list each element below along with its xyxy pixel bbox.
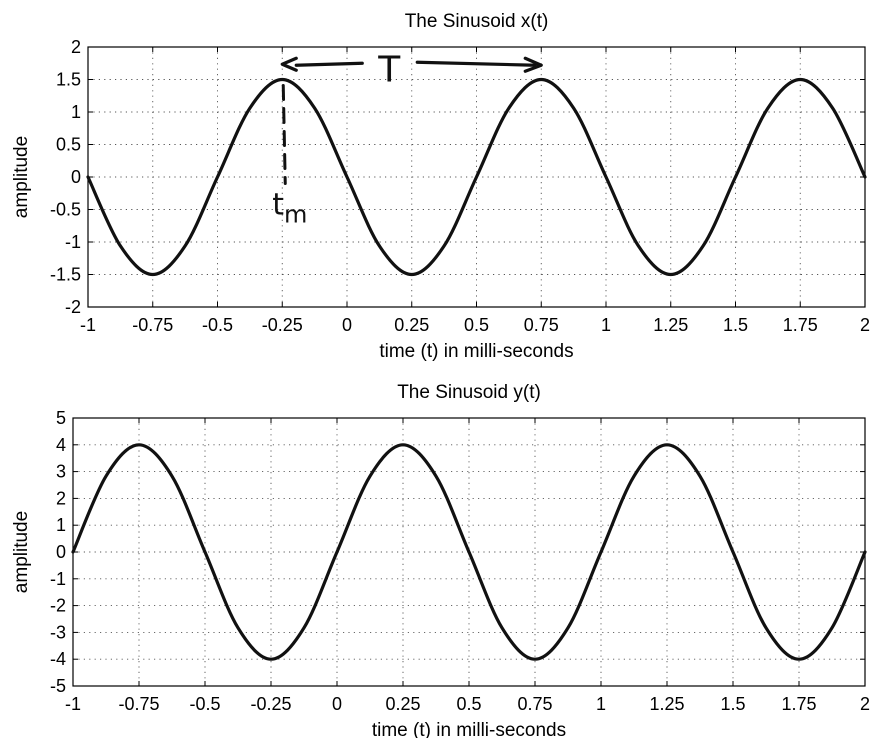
chart-1-y-tick-label: 1 xyxy=(56,515,66,535)
chart-0-x-tick-label: 0.5 xyxy=(464,315,489,335)
period-arrowhead-right xyxy=(523,56,543,73)
chart-1-x-tick-label: 0 xyxy=(332,694,342,714)
chart-0-y-tick-label: 0.5 xyxy=(56,135,81,155)
chart-1-y-tick-label: -1 xyxy=(50,569,66,589)
chart-1-x-tick-label: -1 xyxy=(65,694,81,714)
chart-0-series-line xyxy=(86,77,867,277)
chart-0-x-tick-label: -0.25 xyxy=(262,315,303,335)
peak-time-label-sub: m xyxy=(284,200,307,228)
chart-1-y-tick-label: -4 xyxy=(50,649,66,669)
chart-0-x-tick-label: 0 xyxy=(342,315,352,335)
chart-1-y-axis-label: amplitude xyxy=(11,511,32,593)
period-arrow-left-shaft xyxy=(294,61,364,67)
peak-time-label: tm xyxy=(272,187,307,228)
chart-x-sinusoid: -1 -0.75 -0.5 -0.25 0 0.25 0.5 0.75 1 1.25 1.5 1.75… xyxy=(11,11,870,362)
chart-1-x-tick-label: 1.25 xyxy=(649,694,684,714)
chart-1-title: The Sinusoid y(t) xyxy=(397,382,541,403)
period-label: T xyxy=(377,49,401,90)
chart-1-y-tick-label: 4 xyxy=(56,435,66,455)
chart-1-x-tick-label: -0.5 xyxy=(189,694,220,714)
chart-0-title: The Sinusoid x(t) xyxy=(405,11,549,32)
chart-1-x-tick-label: 2 xyxy=(860,694,870,714)
chart-y-sinusoid: -1 -0.75 -0.5 -0.25 0 0.25 0.5 0.75 1 1.25 1.5 1.75… xyxy=(11,382,870,738)
chart-0-y-axis-label: amplitude xyxy=(11,136,32,218)
chart-0-x-tick-label: 0.25 xyxy=(394,315,429,335)
chart-0-x-tick-label: 0.75 xyxy=(524,315,559,335)
chart-0-y-tick-label: -1 xyxy=(65,232,81,252)
chart-0-x-tick-label: 1 xyxy=(601,315,611,335)
chart-0-x-tick-label: -0.5 xyxy=(202,315,233,335)
period-arrow-right-shaft xyxy=(415,60,537,67)
chart-0-x-tick-label: 1.25 xyxy=(653,315,688,335)
chart-1-x-tick-label: -0.75 xyxy=(118,694,159,714)
chart-1-x-tick-label: 0.5 xyxy=(456,694,481,714)
chart-0-y-tick-label: -1.5 xyxy=(50,265,81,285)
chart-1-x-tick-label: 1.5 xyxy=(720,694,745,714)
peak-time-label-main: t xyxy=(272,187,284,222)
chart-1-y-tick-label: 0 xyxy=(56,542,66,562)
chart-1-x-tick-label: 0.25 xyxy=(385,694,420,714)
chart-0-y-tick-label: 2 xyxy=(71,37,81,57)
chart-0-x-tick-label: 1.75 xyxy=(783,315,818,335)
chart-1-y-tick-label: 5 xyxy=(56,408,66,428)
chart-0-y-tick-label: 1.5 xyxy=(56,70,81,90)
chart-0-y-tick-label: -2 xyxy=(65,297,81,317)
chart-0-x-tick-label: -0.75 xyxy=(132,315,173,335)
chart-0-y-tick-label: 0 xyxy=(71,167,81,187)
chart-1-x-tick-label: 0.75 xyxy=(517,694,552,714)
chart-1-y-tick-label: -3 xyxy=(50,622,66,642)
chart-1-x-tick-label: 1.75 xyxy=(781,694,816,714)
chart-1-x-tick-label: -0.25 xyxy=(250,694,291,714)
chart-0-x-tick-label: 2 xyxy=(860,315,870,335)
chart-1-y-tick-label: 3 xyxy=(56,462,66,482)
handwritten-annotations: Ttm xyxy=(272,49,543,228)
chart-1-y-tick-label: 2 xyxy=(56,488,66,508)
chart-0-x-axis-label: time (t) in milli-seconds xyxy=(379,341,573,362)
chart-1-x-tick-label: 1 xyxy=(596,694,606,714)
chart-0-x-tick-label: -1 xyxy=(80,315,96,335)
chart-0-y-tick-label: 1 xyxy=(71,102,81,122)
chart-0-y-tick-label: -0.5 xyxy=(50,200,81,220)
chart-1-y-tick-label: -5 xyxy=(50,676,66,696)
chart-1-series-line xyxy=(71,443,867,661)
peak-time-marker xyxy=(281,84,287,185)
chart-0-x-tick-label: 1.5 xyxy=(723,315,748,335)
chart-1-y-tick-label: -2 xyxy=(50,596,66,616)
period-arrowhead-left xyxy=(280,56,298,72)
chart-1-x-axis-label: time (t) in milli-seconds xyxy=(372,720,566,738)
